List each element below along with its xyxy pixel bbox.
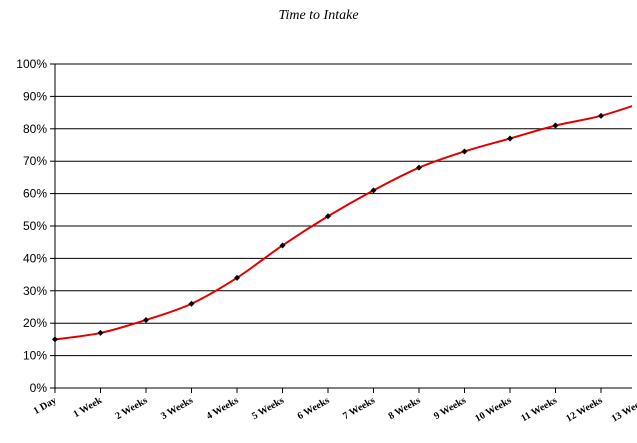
y-tick-label: 40%: [23, 251, 47, 265]
y-tick-label: 30%: [23, 284, 47, 298]
x-tick-label: 12 Weeks: [564, 395, 604, 425]
x-tick-label: 9 Weeks: [432, 395, 468, 422]
x-tick-label: 1 Week: [71, 395, 104, 420]
data-point: [279, 242, 286, 249]
data-points: [52, 112, 604, 343]
series-line: [55, 105, 632, 341]
data-point: [552, 122, 559, 129]
chart-title: Time to Intake: [278, 8, 359, 23]
y-axis-ticks: 0% 10% 20% 30% 40% 50% 60% 70% 80% 90% 100%: [16, 57, 47, 395]
x-tick-label: 13 Weeks: [610, 395, 637, 425]
data-point: [507, 135, 513, 142]
axes: [50, 63, 632, 393]
x-tick-label: 6 Weeks: [296, 395, 332, 422]
x-tick-label: 5 Weeks: [250, 395, 286, 422]
x-tick-label: 3 Weeks: [159, 395, 195, 422]
x-axis-ticks: 1 Day 1 Week 2 Weeks 3 Weeks 4 Weeks 5 Weeks 6…: [32, 395, 637, 425]
x-tick-label: 10 Weeks: [473, 395, 513, 425]
y-tick-label: 100%: [16, 57, 47, 71]
y-tick-label: 80%: [23, 122, 47, 136]
y-tick-label: 20%: [23, 316, 47, 330]
x-tick-label: 2 Weeks: [114, 395, 150, 422]
data-point: [188, 300, 195, 307]
y-tick-label: 0%: [30, 381, 48, 395]
y-tick-label: 90%: [23, 89, 47, 103]
data-point: [461, 148, 468, 155]
y-tick-label: 50%: [23, 219, 47, 233]
data-point: [325, 213, 331, 220]
x-tick-label: 11 Weeks: [519, 395, 559, 424]
x-tick-label: 8 Weeks: [387, 395, 423, 422]
data-point: [234, 274, 240, 281]
y-tick-label: 70%: [23, 154, 47, 168]
x-tick-label: 1 Day: [32, 395, 59, 417]
y-tick-label: 10%: [23, 349, 47, 363]
data-point: [97, 329, 104, 336]
gridlines: [55, 63, 632, 357]
data-point: [416, 164, 422, 171]
data-point: [143, 316, 149, 323]
data-point: [370, 187, 377, 194]
x-tick-label: 7 Weeks: [341, 395, 377, 422]
series-line-layer: [55, 105, 632, 341]
data-point: [598, 112, 604, 119]
data-point: [52, 336, 58, 343]
y-tick-label: 60%: [23, 187, 47, 201]
x-tick-label: 4 Weeks: [205, 395, 241, 422]
